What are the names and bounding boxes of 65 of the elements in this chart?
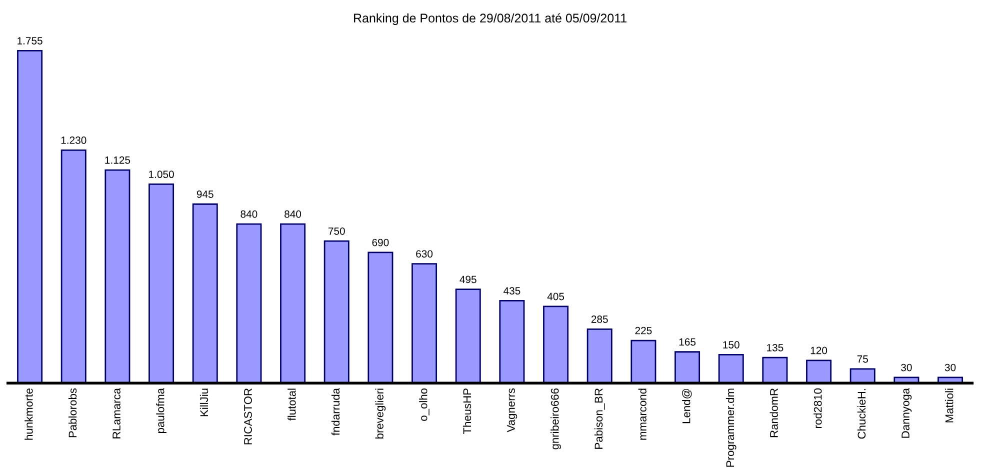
data-label: 30 bbox=[901, 364, 912, 372]
data-label: 495 bbox=[460, 276, 476, 284]
bar bbox=[412, 263, 438, 384]
x-tick-label: mmarcond bbox=[638, 388, 646, 440]
x-tick-label: RICASTOR bbox=[244, 388, 252, 444]
bar bbox=[586, 328, 612, 384]
x-tick-label: Vagnerrs bbox=[507, 388, 518, 432]
x-tick-label: Pablorobs bbox=[68, 388, 77, 438]
bar bbox=[104, 169, 130, 384]
bar bbox=[630, 340, 656, 384]
data-label: 120 bbox=[810, 346, 828, 354]
bar bbox=[17, 50, 43, 384]
data-label: 1.755 bbox=[18, 37, 42, 44]
data-label: 690 bbox=[372, 238, 389, 246]
x-tick-label: KillJiu bbox=[200, 388, 208, 416]
data-label: 945 bbox=[196, 190, 214, 198]
bar bbox=[718, 354, 744, 384]
data-label: 165 bbox=[679, 338, 696, 346]
x-tick-label: Mattioli bbox=[945, 388, 954, 422]
x-tick-label: gnribeiro666 bbox=[550, 388, 561, 450]
data-label: 1.125 bbox=[105, 156, 130, 164]
bar bbox=[324, 240, 350, 384]
bar bbox=[368, 252, 394, 384]
bar bbox=[280, 223, 306, 384]
x-tick-label: ChuckieH. bbox=[857, 389, 866, 439]
bar bbox=[674, 351, 700, 384]
data-label: 225 bbox=[635, 326, 652, 334]
bar bbox=[455, 288, 481, 384]
data-label: 630 bbox=[416, 250, 433, 258]
x-tick-label: Programmer.dm bbox=[726, 388, 736, 467]
bar bbox=[236, 223, 262, 384]
x-tick-label: hunkmorte bbox=[24, 388, 33, 440]
x-tick-label: RLamarca bbox=[112, 388, 120, 438]
bar bbox=[762, 356, 788, 384]
x-tick-label: Lend@ bbox=[682, 388, 692, 424]
x-tick-label: RandomR bbox=[770, 388, 778, 438]
bar bbox=[499, 300, 525, 384]
data-label: 1.050 bbox=[149, 170, 174, 178]
chart-title: Ranking de Pontos de 29/08/2011 até 05/09/2011 bbox=[354, 13, 626, 26]
x-tick-label: breveglieri bbox=[375, 388, 386, 439]
bar bbox=[850, 368, 876, 384]
bar bbox=[543, 306, 569, 384]
x-tick-label: fndarruda bbox=[331, 388, 340, 436]
bar bbox=[60, 149, 86, 384]
x-tick-label: TheusHP bbox=[462, 388, 472, 434]
data-label: 1.230 bbox=[61, 136, 86, 144]
bar bbox=[192, 203, 218, 384]
x-tick-label: Pabison_BR bbox=[594, 388, 605, 449]
x-tick-label: rod2810 bbox=[814, 388, 822, 428]
bar bbox=[806, 360, 832, 384]
data-label: 75 bbox=[857, 355, 868, 363]
x-tick-label: flutotal bbox=[288, 388, 296, 421]
data-label: 285 bbox=[591, 316, 608, 323]
x-tick-label: o_olho bbox=[419, 388, 430, 421]
bar bbox=[148, 184, 174, 384]
data-label: 840 bbox=[284, 210, 302, 218]
data-label: 405 bbox=[547, 292, 564, 300]
data-label: 840 bbox=[240, 210, 258, 218]
data-label: 30 bbox=[944, 364, 956, 372]
x-tick-label: Dannyoga bbox=[902, 388, 912, 438]
x-tick-label: paulofma bbox=[156, 388, 166, 433]
data-label: 750 bbox=[328, 227, 345, 235]
data-label: 150 bbox=[723, 341, 740, 348]
data-label: 135 bbox=[767, 344, 784, 352]
data-label: 435 bbox=[504, 287, 520, 295]
